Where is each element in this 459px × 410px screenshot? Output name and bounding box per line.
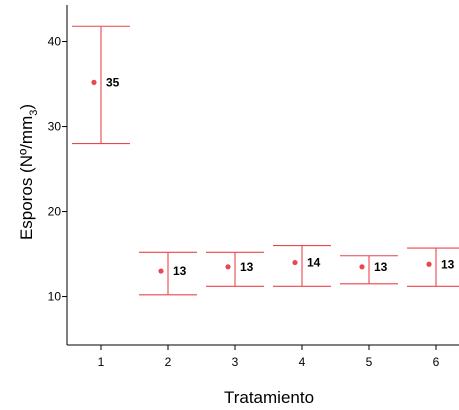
data-label: 13 [441,257,455,271]
y-axis-title-main: Esporos (Nº/mm [17,116,36,240]
data-label: 14 [307,256,321,270]
y-axis-title-subscript: 3 [28,110,40,116]
mean-point [292,259,298,266]
x-axis-title: Tratamiento [224,388,314,407]
mean-point [158,268,164,274]
data-label: 13 [240,260,254,274]
x-tick-label: 2 [165,355,172,369]
x-tick-label: 6 [433,355,440,369]
y-axis-title: Esporos (Nº/mm3) [17,104,40,240]
x-tick-label: 5 [366,355,373,369]
y-tick-label: 40 [48,35,62,49]
x-tick-label: 3 [232,355,239,369]
data-label: 35 [106,75,120,89]
mean-point [359,264,365,270]
y-axis-title-close: ) [17,104,36,110]
x-tick-label: 4 [299,355,306,369]
marks: 35 13 13 14 13 13 [72,25,459,296]
y-tick-label: 20 [48,205,62,219]
y-tick-label: 10 [48,290,62,304]
data-label: 13 [374,260,388,274]
data-label: 13 [173,264,187,278]
y-tick-label: 30 [48,120,62,134]
mean-point [225,264,231,270]
x-tick-label: 1 [98,355,105,369]
mean-point [91,79,97,85]
mean-point [426,261,432,267]
axes: 10 20 30 40 1 2 3 4 5 6 [48,5,459,369]
